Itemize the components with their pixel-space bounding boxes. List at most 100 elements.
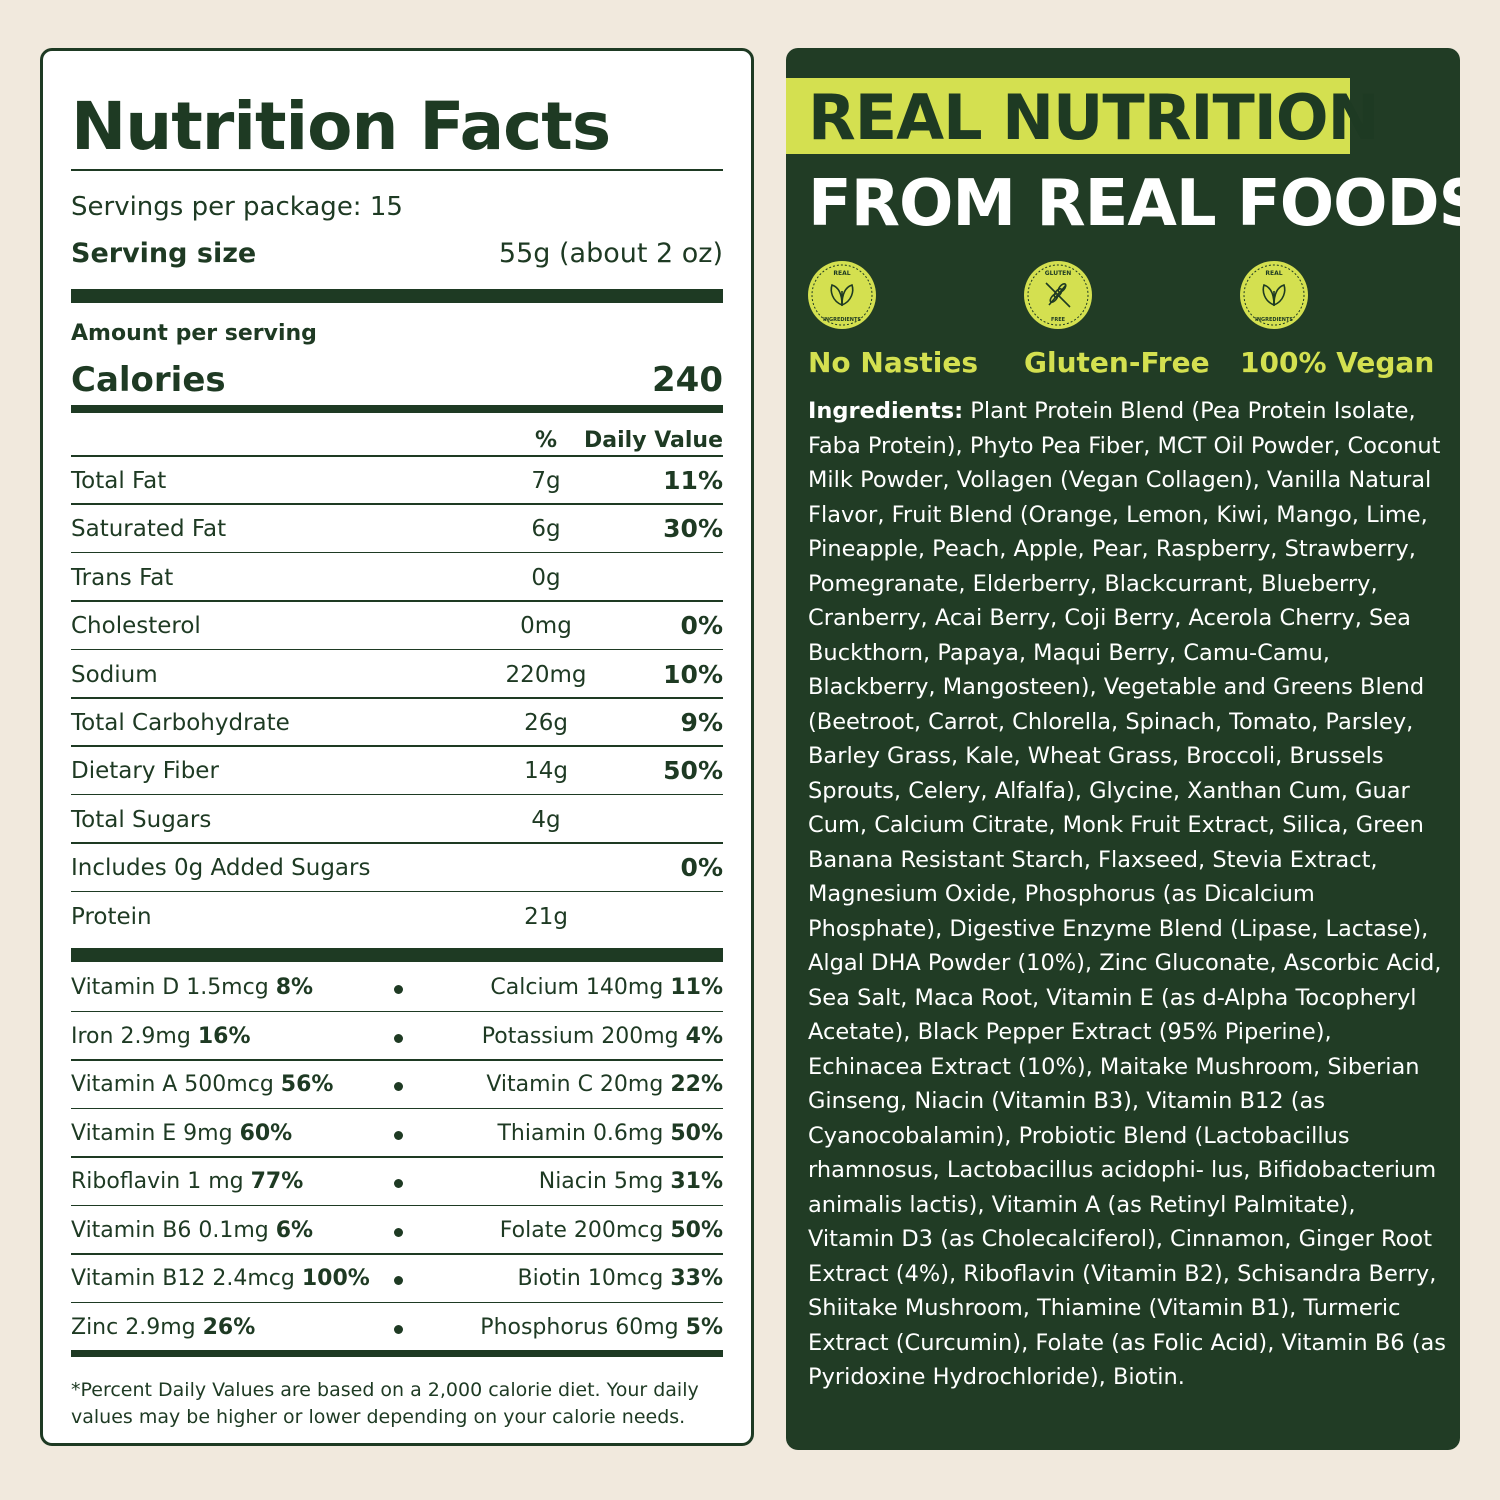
vitamin-left-dv: 16% — [197, 1023, 251, 1049]
nutrient-name: Total Sugars — [71, 806, 212, 833]
bullet-icon — [394, 1033, 403, 1043]
vitamin-right-name: Calcium 140mg — [490, 975, 664, 1000]
nutrient-amount: 0mg — [520, 613, 572, 640]
row-divider — [71, 745, 723, 747]
nutrition-facts-panel: Nutrition Facts Servings per package: 15… — [40, 48, 754, 1446]
ingredients-list: Ingredients: Plant Protein Blend (Pea Pr… — [808, 394, 1448, 1395]
nutrient-amount: 26g — [524, 710, 568, 736]
row-divider — [71, 600, 723, 602]
nutrient-amount: 4g — [531, 806, 561, 833]
vitamin-right: Folate 200mcg 50% — [500, 1216, 723, 1246]
vitamin-left: Zinc 2.9mg 26% — [71, 1313, 255, 1343]
row-divider — [71, 1253, 723, 1255]
row-divider — [71, 1010, 723, 1012]
vitamin-right-dv: 5% — [685, 1314, 723, 1340]
vitamin-right-dv: 31% — [670, 1169, 723, 1194]
headline-primary: REAL NUTRITION — [808, 81, 1379, 154]
badge-label: No Nasties — [808, 346, 979, 379]
leaf-real-ingredients-icon: REAL INGREDIENTS — [808, 261, 876, 329]
leaf-real-ingredients-icon: REAL INGREDIENTS — [1240, 261, 1308, 329]
vitamin-left: Vitamin B12 2.4mcg 100% — [71, 1264, 370, 1294]
serving-size-label: Serving size — [71, 238, 257, 269]
bullet-icon — [394, 1130, 403, 1140]
nutrition-facts-title: Nutrition Facts — [71, 88, 611, 165]
nutrient-amount: 220mg — [505, 661, 587, 688]
vitamin-left-name: Riboflavin 1 mg — [71, 1169, 244, 1194]
thick-divider — [71, 948, 723, 962]
vitamin-left-dv: 60% — [239, 1120, 293, 1146]
nutrient-amount: 14g — [524, 758, 568, 785]
vitamin-right-dv: 11% — [670, 975, 723, 1000]
badge-ring-top: REAL — [1265, 270, 1282, 277]
row-divider — [71, 551, 723, 554]
badge-ring-bottom: FREE — [1051, 317, 1066, 323]
row-divider — [71, 1156, 723, 1158]
nutrient-daily-value: 10% — [663, 659, 723, 689]
badge-ring-top: REAL — [833, 270, 850, 277]
nutrient-name: Dietary Fiber — [71, 758, 219, 785]
row-divider — [71, 1107, 723, 1109]
vitamin-left-dv: 6% — [275, 1217, 314, 1243]
row-divider — [71, 697, 723, 699]
bullet-icon — [394, 1276, 403, 1285]
row-divider — [71, 455, 723, 457]
vitamin-left: Vitamin B6 0.1mg 6% — [71, 1216, 313, 1246]
ingredients-text: Plant Protein Blend (Pea Protein Isolate… — [808, 398, 1447, 1390]
vitamin-left-name: Vitamin A 500mcg — [71, 1072, 274, 1097]
vitamin-right-dv: 22% — [670, 1072, 723, 1097]
vitamin-right: Vitamin C 20mg 22% — [486, 1070, 723, 1100]
vitamin-left-name: Vitamin B6 0.1mg — [71, 1217, 269, 1243]
bullet-icon — [394, 1324, 403, 1334]
nutrient-daily-value: 0% — [680, 611, 723, 641]
vitamin-left-name: Vitamin E 9mg — [71, 1120, 233, 1146]
vitamin-right: Phosphorus 60mg 5% — [480, 1313, 723, 1343]
row-divider — [71, 890, 723, 893]
vitamin-right-name: Thiamin 0.6mg — [497, 1120, 664, 1146]
headline-secondary: FROM REAL FOODS. — [808, 167, 1460, 241]
vitamin-left: Vitamin E 9mg 60% — [71, 1119, 292, 1149]
pct-header: % — [534, 428, 558, 453]
vitamin-right-name: Vitamin C 20mg — [486, 1072, 664, 1097]
vitamin-left-dv: 8% — [275, 975, 314, 1000]
footnote: *Percent Daily Values are based on a 2,0… — [71, 1379, 699, 1428]
row-divider — [71, 842, 723, 844]
nutrient-amount: 6g — [531, 516, 561, 543]
bullet-icon — [394, 1082, 403, 1091]
vitamin-right-dv: 50% — [670, 1120, 723, 1146]
serving-size-value: 55g (about 2 oz) — [498, 238, 723, 269]
vitamin-right-dv: 33% — [670, 1266, 723, 1291]
daily-value-header-label: Daily Value — [584, 428, 723, 453]
ingredients-panel: REAL NUTRITION FROM REAL FOODS. REAL INGR… — [786, 48, 1460, 1450]
vitamin-left-name: Vitamin D 1.5mcg — [71, 975, 269, 1000]
calories-label: Calories — [71, 360, 226, 400]
vitamin-left-name: Zinc 2.9mg — [71, 1314, 196, 1340]
nutrient-daily-value: 30% — [663, 514, 723, 544]
vitamin-right: Thiamin 0.6mg 50% — [497, 1119, 723, 1149]
vitamin-right: Potassium 200mg 4% — [482, 1022, 723, 1052]
vitamin-right: Biotin 10mcg 33% — [518, 1264, 724, 1294]
vitamin-left-dv: 26% — [202, 1314, 256, 1340]
nutrient-name: Total Fat — [71, 468, 167, 494]
divider — [71, 169, 723, 171]
vitamin-left-name: Vitamin B12 2.4mcg — [71, 1266, 295, 1291]
vitamin-right: Niacin 5mg 31% — [539, 1167, 723, 1197]
vitamin-right-name: Folate 200mcg — [499, 1217, 664, 1243]
nutrient-name: Protein — [71, 903, 152, 930]
wheat-gluten-free-icon: GLUTEN FREE — [1024, 261, 1092, 329]
vitamin-left: Vitamin D 1.5mcg 8% — [71, 973, 313, 1003]
vitamin-left-dv: 56% — [280, 1072, 334, 1097]
thick-divider — [71, 289, 723, 303]
badge-ring-top: GLUTEN — [1045, 270, 1072, 277]
nutrient-name: Total Carbohydrate — [71, 710, 290, 736]
nutrient-name: Sodium — [71, 661, 158, 688]
vitamin-left: Riboflavin 1 mg 77% — [71, 1167, 303, 1197]
vitamin-left: Iron 2.9mg 16% — [71, 1022, 251, 1052]
nutrient-name: Saturated Fat — [71, 516, 227, 543]
vitamin-right-dv: 50% — [670, 1217, 723, 1243]
bullet-icon — [394, 1179, 403, 1188]
row-divider — [71, 648, 723, 651]
nutrient-daily-value: 50% — [663, 756, 723, 786]
vitamin-right-name: Niacin 5mg — [538, 1169, 664, 1194]
vitamin-left-name: Iron 2.9mg — [71, 1023, 191, 1049]
calories-value: 240 — [652, 360, 723, 400]
